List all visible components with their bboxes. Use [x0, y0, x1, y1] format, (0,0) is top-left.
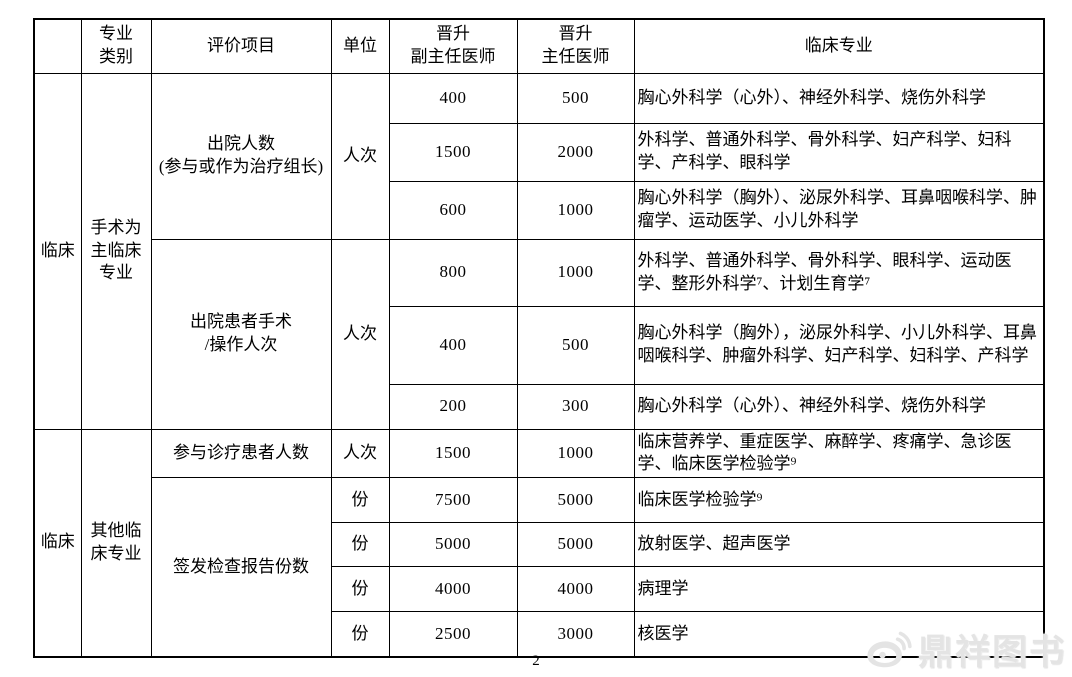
header-cell-blank [33, 18, 82, 74]
clinical-specialties-cell: 胸心外科学（心外）、神经外科学、烧伤外科学 [633, 72, 1045, 124]
clinical-specialties-cell: 胸心外科学（心外）、神经外科学、烧伤外科学 [633, 383, 1045, 430]
promo-assoc-value: 200 [388, 383, 518, 430]
section1-type-cell: 手术为 主临床 专业 [80, 72, 152, 430]
header-cell-evaluation-item: 评价项目 [150, 18, 332, 74]
weibo-icon [866, 631, 912, 674]
promo-assoc-value: 2500 [388, 611, 518, 658]
header-row: 专业 类别 评价项目 单位 晋升 副主任医师 晋升 主任医师 临床专业 [33, 18, 1045, 74]
table-row: 出院患者手术 /操作人次 人次 800 1000 外科学、普通外科学、骨外科学、… [34, 238, 1045, 430]
evaluation-item-cell-participation: 参与诊疗患者人数 [150, 428, 332, 479]
clinical-specialties-cell: 胸心外科学（胸外），泌尿外科学、小儿外科学、耳鼻咽喉科学、肿瘤外科学、妇产科学、… [633, 305, 1045, 385]
promo-chief-value: 2000 [516, 122, 635, 182]
table-row: 400 500 胸心外科学（胸外），泌尿外科学、小儿外科学、耳鼻咽喉科学、肿瘤外… [34, 305, 1045, 385]
promo-assoc-value: 5000 [388, 522, 518, 568]
promo-chief-value: 4000 [516, 566, 635, 613]
promo-chief-value: 1000 [516, 428, 635, 479]
watermark: 鼎祥图书 [866, 631, 1066, 674]
unit-cell: 份 [330, 477, 390, 524]
promo-chief-value: 5000 [516, 477, 635, 524]
promo-chief-value: 500 [516, 305, 635, 385]
section2-category-cell: 临床 [33, 428, 82, 658]
unit-cell: 人次 [330, 428, 390, 479]
clinical-specialties-cell: 核医学 [633, 611, 1045, 658]
clinical-specialties-cell: 病理学 [633, 566, 1045, 613]
header-cell-clinical-specialty: 临床专业 [633, 18, 1045, 74]
table-row: 200 300 胸心外科学（心外）、神经外科学、烧伤外科学 [34, 383, 1045, 430]
header-cell-promo-assoc: 晋升 副主任医师 [388, 18, 518, 74]
promotion-criteria-table: 专业 类别 评价项目 单位 晋升 副主任医师 晋升 主任医师 临床专业 临床 手… [33, 18, 1045, 658]
promo-assoc-value: 400 [388, 305, 518, 385]
section2-type-cell: 其他临 床专业 [80, 428, 152, 658]
evaluation-item-cell-discharge: 出院人数 (参与或作为治疗组长) [150, 72, 332, 240]
promo-chief-value: 300 [516, 383, 635, 430]
table-row: 份 4000 4000 病理学 [34, 566, 1045, 613]
watermark-text: 鼎祥图书 [917, 633, 1066, 672]
table-row: 份 5000 5000 放射医学、超声医学 [34, 522, 1045, 568]
table-row: 份 2500 3000 核医学 [34, 611, 1045, 658]
promo-chief-value: 500 [516, 72, 635, 124]
clinical-specialties-cell: 外科学、普通外科学、骨外科学、眼科学、运动医学、整形外科学⁷、计划生育学⁷ [633, 238, 1045, 307]
section1-category-cell: 临床 [33, 72, 82, 430]
header-cell-category: 专业 类别 [80, 18, 152, 74]
unit-cell: 份 [330, 611, 390, 658]
promo-assoc-value: 400 [388, 72, 518, 124]
table-row: 1500 2000 外科学、普通外科学、骨外科学、妇产科学、妇科学、产科学、眼科… [34, 122, 1045, 182]
promo-chief-value: 5000 [516, 522, 635, 568]
promo-assoc-value: 600 [388, 180, 518, 240]
promo-assoc-value: 4000 [388, 566, 518, 613]
header-cell-promo-chief: 晋升 主任医师 [516, 18, 635, 74]
unit-cell: 份 [330, 522, 390, 568]
evaluation-item-cell-reports: 签发检查报告份数 [150, 477, 332, 658]
table-row: 签发检查报告份数 份 7500 5000 临床医学检验学⁹ [34, 477, 1045, 658]
clinical-specialties-cell: 临床营养学、重症医学、麻醉学、疼痛学、急诊医学、临床医学检验学⁹ [633, 428, 1045, 479]
promo-assoc-value: 7500 [388, 477, 518, 524]
promo-assoc-value: 1500 [388, 122, 518, 182]
unit-cell: 人次 [330, 72, 390, 240]
promo-assoc-value: 1500 [388, 428, 518, 479]
unit-cell: 份 [330, 566, 390, 613]
promo-chief-value: 1000 [516, 238, 635, 307]
unit-cell: 人次 [330, 238, 390, 430]
clinical-specialties-cell: 放射医学、超声医学 [633, 522, 1045, 568]
evaluation-item-cell-surgery: 出院患者手术 /操作人次 [150, 238, 332, 430]
table-row: 临床 手术为 主临床 专业 出院人数 (参与或作为治疗组长) 人次 400 50… [33, 72, 1045, 430]
table-row: 临床 其他临 床专业 参与诊疗患者人数 人次 1500 1000 临床营养学、重… [33, 428, 1045, 658]
table-row: 600 1000 胸心外科学（胸外）、泌尿外科学、耳鼻咽喉科学、肿瘤学、运动医学… [34, 180, 1045, 240]
clinical-specialties-cell: 外科学、普通外科学、骨外科学、妇产科学、妇科学、产科学、眼科学 [633, 122, 1045, 182]
clinical-specialties-cell: 胸心外科学（胸外）、泌尿外科学、耳鼻咽喉科学、肿瘤学、运动医学、小儿外科学 [633, 180, 1045, 240]
clinical-specialties-cell: 临床医学检验学⁹ [633, 477, 1045, 524]
promo-chief-value: 1000 [516, 180, 635, 240]
header-cell-unit: 单位 [330, 18, 390, 74]
promo-chief-value: 3000 [516, 611, 635, 658]
page-number: 2 [532, 653, 540, 669]
promo-assoc-value: 800 [388, 238, 518, 307]
